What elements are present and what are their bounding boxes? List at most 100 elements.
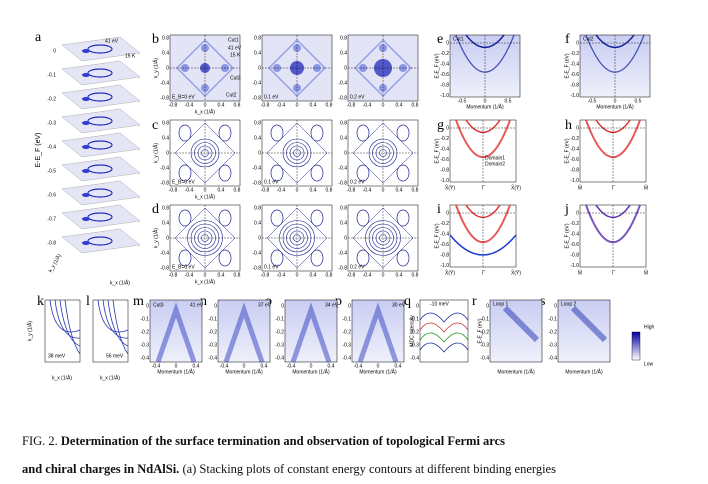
label: M̄ [578,270,582,277]
contour [218,249,232,267]
x-tick-label: 0 [175,363,178,369]
label: Cut1 [453,36,464,42]
y-tick-label: -0.3 [410,342,419,348]
x-tick-label: -0.4 [277,102,286,108]
contour [356,249,370,267]
y-tick-label: -0.4 [208,355,217,361]
x-tick-label: -0.4 [152,363,161,369]
label: E-E_F (eV) [477,318,483,343]
axis-label: Momentum (1/Å) [497,368,535,375]
x-tick-label: 0.4 [396,272,403,278]
y-tick-label: 0.8 [340,35,347,41]
x-tick-label: -0.4 [363,187,372,193]
x-tick-label: -0.8 [261,102,270,108]
contour [310,164,324,182]
y-tick-label: -0.8 [160,265,169,271]
y-tick-label: -0.3 [342,342,351,348]
panel-letter: j [564,202,569,217]
contour-blob [82,97,90,101]
x-tick-label: -0.4 [363,102,372,108]
y-tick-label: -0.6 [570,157,579,163]
x-tick-label: -0.5 [458,98,467,104]
y-tick-label: 0 [258,150,261,156]
panel-letter: m [133,294,144,309]
caption-title: and chiral charges in NdAlSi. [22,462,180,476]
y-tick-label: 0.8 [162,35,169,41]
y-tick-label: -0.2 [342,329,351,335]
y-tick-label: 0 [416,303,419,309]
label: Cut2 [226,92,237,98]
label: 41 eV [190,302,204,308]
label: 0.2 eV [350,179,365,185]
x-tick-label: 0 [614,98,617,104]
contour-slab [61,156,141,182]
panel-letter: r [472,294,477,309]
contour-blob [82,193,90,197]
contour-blob [82,73,90,77]
contour [396,164,410,182]
contour-slab [61,204,141,230]
y-tick-label: -0.2 [440,221,449,227]
mdc [419,332,469,343]
x-tick-label: 0.4 [310,187,317,193]
contour-slab [61,228,141,254]
label: 37 eV [258,302,272,308]
x-tick-label: 0.8 [326,102,333,108]
y-tick-label: 0 [348,303,351,309]
y-tick-label: -0.8 [338,180,347,186]
y-tick-label: 0 [166,150,169,156]
panel-letter: s [540,294,545,309]
label: k_y (1/Å) [47,253,63,274]
x-tick-label: 0.4 [218,187,225,193]
band [155,302,197,363]
contour-blob [82,121,90,125]
y-tick-label: 0.4 [254,220,261,226]
x-tick-label: -0.8 [261,272,270,278]
x-tick-label: 0.8 [234,102,241,108]
contour-slab [61,180,141,206]
x-tick-label: -0.8 [169,187,178,193]
label: k_x (1/Å) [100,374,120,381]
contour [218,209,232,227]
caption-title: Determination of the surface termination… [60,434,506,448]
y-tick-label: 0 [576,125,579,131]
contour-blob [82,145,90,149]
y-tick-label: 0.8 [162,205,169,211]
x-tick-label: 0.8 [412,187,419,193]
label: 30 eV [392,302,406,308]
y-tick-label: -0.8 [440,167,449,173]
contour-slab [61,36,141,62]
panel-letter: a [35,30,42,45]
x-tick-label: 0 [310,363,313,369]
y-tick-label: -0.8 [252,95,261,101]
y-tick-label: -0.4 [47,144,56,150]
band [54,299,81,339]
caption-line: FIG. 2. Determination of the surface ter… [22,434,505,449]
contour [356,164,370,182]
label: Cut1 [228,37,239,43]
label: Cut3 [153,302,164,308]
label: E_B=0 eV [172,179,195,185]
y-tick-label: 0.8 [340,205,347,211]
x-tick-label: 0.8 [234,187,241,193]
panel-letter: q [404,294,411,309]
x-tick-label: -0.8 [347,272,356,278]
y-tick-label: -0.6 [570,242,579,248]
x-tick-label: 0.4 [218,272,225,278]
y-tick-label: -0.8 [570,167,579,173]
axis-label: E-E_F (eV) [564,53,570,78]
x-tick-label: 0.4 [261,363,268,369]
band [97,299,129,333]
axis-label: Momentum (1/Å) [565,368,603,375]
contour-blob [82,217,90,221]
contour-slab [61,132,141,158]
label: M̄ [644,185,648,192]
y-tick-label: -0.4 [338,165,347,171]
y-tick-label: -1.0 [570,263,579,269]
y-tick-label: -0.8 [160,180,169,186]
contour [356,209,370,227]
contour [270,209,284,227]
contour [178,124,192,142]
y-tick-label: 0 [146,303,149,309]
